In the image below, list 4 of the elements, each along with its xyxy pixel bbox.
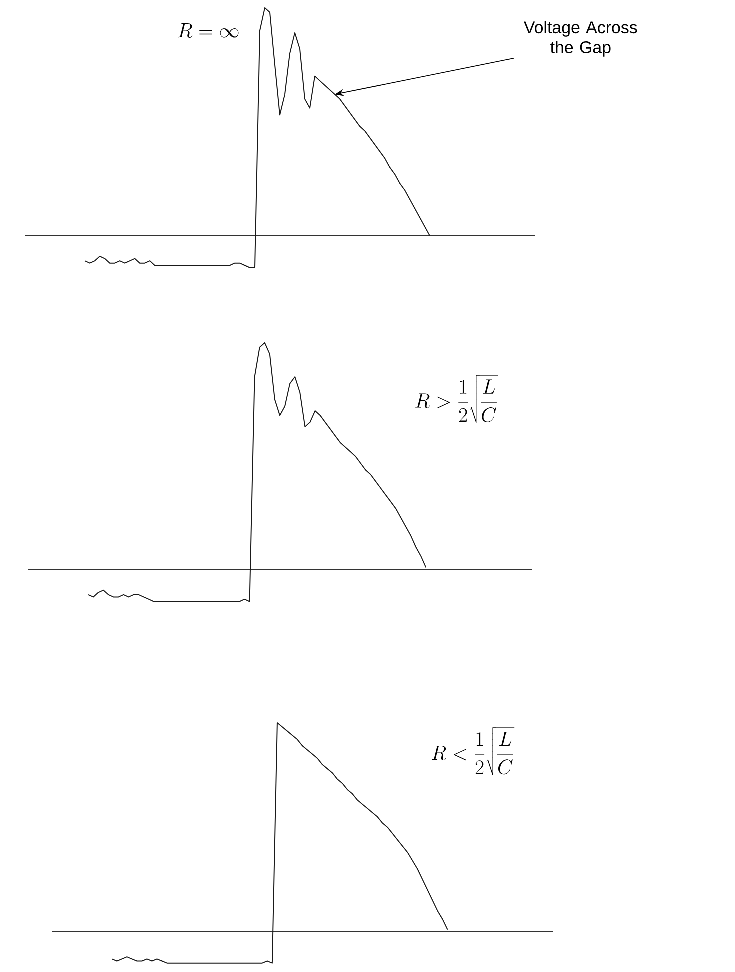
annotation: Voltage Across the Gap bbox=[524, 21, 638, 57]
text: $R < \frac{1}{2}\sqrt{\frac{L}{C}}$ bbox=[432, 728, 515, 776]
text: $R = \infty$ bbox=[178, 23, 239, 38]
text: $R > \frac{1}{2}\sqrt{\frac{L}{C}}$ bbox=[416, 375, 498, 424]
